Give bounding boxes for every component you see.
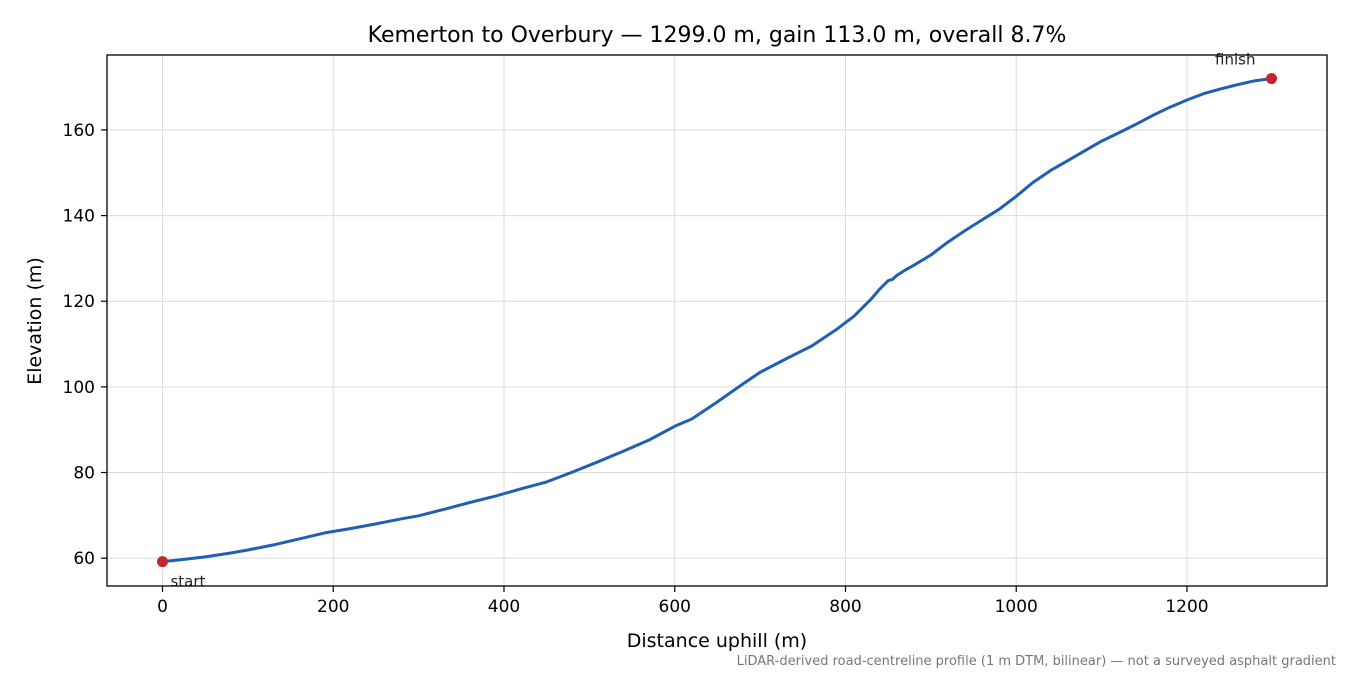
y-tick-label: 60 — [73, 549, 95, 569]
markers-layer: start finish — [156, 51, 1278, 591]
start-marker — [156, 556, 168, 568]
chart-title: Kemerton to Overbury — 1299.0 m, gain 11… — [368, 23, 1067, 48]
y-tick-label: 140 — [63, 207, 95, 227]
y-tick-label: 100 — [63, 378, 95, 398]
x-tick-label: 400 — [488, 597, 520, 617]
elevation-line — [161, 77, 1273, 564]
y-tick-label: 160 — [63, 121, 95, 141]
axis-ticks: 0 200 400 600 800 1000 1200 60 80 100 120 140 160 — [63, 121, 1209, 617]
start-label: start — [170, 573, 205, 591]
y-tick-label: 120 — [63, 292, 95, 312]
x-tick-label: 0 — [157, 597, 168, 617]
footnote: LiDAR-derived road-centreline profile (1… — [737, 654, 1336, 669]
x-axis-label: Distance uphill (m) — [627, 630, 807, 652]
x-tick-label: 1000 — [995, 597, 1038, 617]
x-tick-label: 200 — [317, 597, 349, 617]
series-layer — [161, 77, 1273, 564]
finish-marker — [1266, 73, 1278, 85]
finish-label: finish — [1215, 51, 1255, 69]
x-tick-label: 800 — [829, 597, 861, 617]
plot-frame — [106, 54, 1328, 587]
y-axis-label: Elevation (m) — [24, 257, 46, 385]
x-tick-label: 1200 — [1165, 597, 1208, 617]
y-tick-label: 80 — [73, 464, 95, 484]
grid — [107, 55, 1327, 586]
x-tick-label: 600 — [659, 597, 691, 617]
